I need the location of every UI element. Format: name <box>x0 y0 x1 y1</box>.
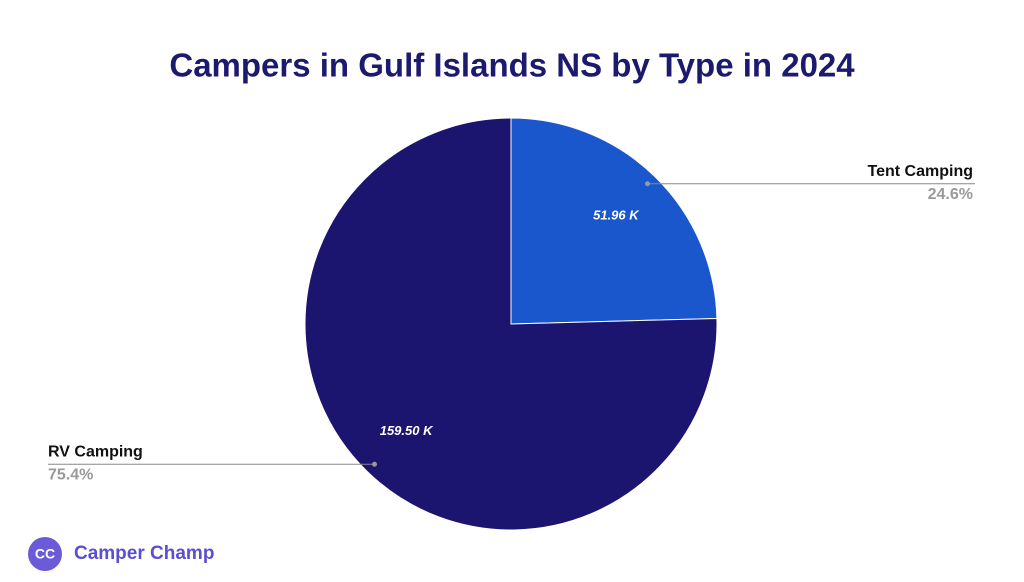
legend-label: RV Camping <box>48 443 143 460</box>
percentage-label: 24.6% <box>928 186 973 203</box>
legend-label: Tent Camping <box>868 163 973 180</box>
pie-slice <box>304 117 718 531</box>
value-label: 51.96 K <box>593 208 640 223</box>
pie-slice <box>510 117 718 325</box>
brand-logo <box>28 537 62 571</box>
brand-name: Camper Champ <box>74 543 214 564</box>
leader-dot <box>371 461 377 467</box>
value-label: 159.50 K <box>380 423 434 438</box>
percentage-label: 75.4% <box>48 466 93 483</box>
leader-dot <box>645 181 651 187</box>
brand-logo-text: CC <box>35 546 55 562</box>
chart-title: Campers in Gulf Islands NS by Type in 20… <box>169 47 855 84</box>
